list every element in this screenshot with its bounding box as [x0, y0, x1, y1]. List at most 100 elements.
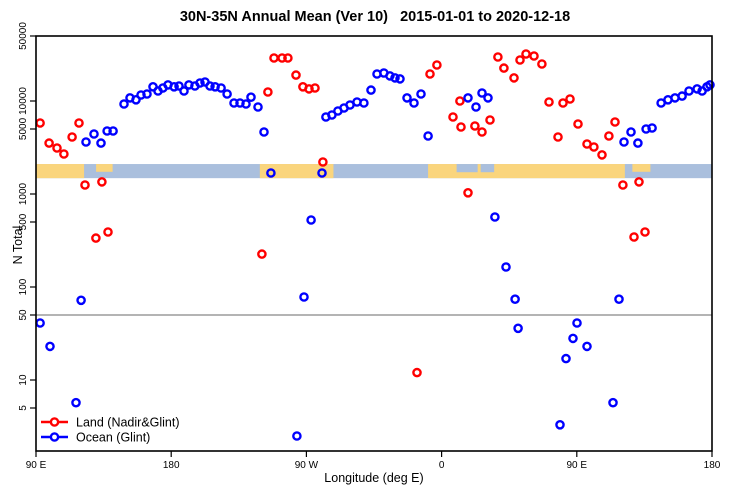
data-point-land: [544, 97, 554, 107]
data-point-land: [35, 118, 45, 128]
data-point-ocean: [253, 102, 263, 112]
x-axis-tick-label: 180: [163, 460, 180, 471]
y-axis-tick-label: 10000: [18, 87, 29, 115]
data-point-ocean: [317, 168, 327, 178]
surface-band-sea-patch: [480, 164, 495, 173]
data-point-land: [537, 59, 547, 69]
y-axis-tick-label: 10: [18, 374, 29, 386]
data-point-ocean: [409, 98, 419, 108]
data-point-ocean: [572, 318, 582, 328]
data-point-land: [456, 122, 466, 132]
data-point-land: [565, 94, 575, 104]
surface-band-land: [259, 164, 334, 179]
data-point-ocean: [385, 71, 395, 81]
data-point-ocean: [89, 129, 99, 139]
data-point-ocean: [705, 80, 715, 90]
legend-label: Land (Nadir&Glint): [76, 416, 180, 430]
data-point-ocean: [205, 81, 215, 91]
data-point-ocean: [483, 93, 493, 103]
data-point-land: [91, 233, 101, 243]
data-point-land: [589, 142, 599, 152]
data-point-land: [425, 69, 435, 79]
data-point-land: [499, 63, 509, 73]
data-point-ocean: [241, 99, 251, 109]
data-point-land: [448, 112, 458, 122]
data-point-land: [463, 187, 473, 198]
y-axis-tick-label: 5000: [18, 117, 29, 140]
x-axis-tick-label: 180: [704, 460, 721, 471]
data-point-ocean: [555, 419, 565, 430]
data-point-ocean: [510, 294, 520, 305]
data-point-ocean: [131, 95, 141, 105]
data-point-land: [573, 119, 583, 129]
data-point-ocean: [614, 294, 624, 305]
data-point-land: [269, 53, 279, 63]
data-point-ocean: [513, 323, 523, 334]
data-point-land: [509, 73, 519, 83]
data-point-land: [291, 70, 301, 80]
data-point-land: [493, 52, 503, 62]
data-point-land: [515, 55, 525, 65]
data-point-land: [610, 117, 620, 127]
data-point-land: [604, 131, 614, 141]
legend-marker: [49, 432, 60, 442]
data-point-ocean: [195, 78, 205, 88]
data-point-land: [59, 149, 69, 159]
data-point-ocean: [169, 82, 179, 92]
x-axis-tick-label: 90 E: [567, 460, 588, 471]
data-point-ocean: [359, 98, 369, 108]
y-axis-tick-label: 5: [18, 405, 29, 411]
data-point-ocean: [395, 74, 405, 84]
data-point-land: [412, 367, 422, 378]
data-point-ocean: [647, 123, 657, 133]
data-point-land: [318, 157, 328, 167]
data-point-land: [67, 132, 77, 142]
x-axis-tick-label: 90 E: [26, 460, 47, 471]
x-axis-label: Longitude (deg E): [324, 471, 424, 485]
data-point-land: [618, 180, 628, 190]
data-point-land: [485, 115, 495, 125]
data-point-land: [640, 227, 650, 237]
y-axis-tick-label: 50000: [18, 22, 29, 50]
surface-band-land-island: [96, 164, 113, 172]
data-point-ocean: [390, 73, 400, 83]
data-point-ocean: [292, 431, 302, 441]
data-point-land: [310, 83, 320, 93]
chart-title: 30N-35N Annual Mean (Ver 10) 2015-01-01 …: [179, 9, 571, 25]
data-point-ocean: [246, 92, 256, 102]
data-point-land: [97, 177, 107, 187]
data-point-land: [283, 53, 293, 63]
data-point-ocean: [222, 89, 232, 99]
y-axis-tick-label: 100: [18, 278, 29, 295]
data-point-ocean: [471, 102, 481, 112]
data-point-ocean: [306, 215, 316, 225]
data-point-land: [521, 49, 531, 59]
surface-band-sea-patch: [456, 164, 478, 173]
legend-label: Ocean (Glint): [76, 431, 150, 445]
data-point-land: [529, 51, 539, 61]
data-point-land: [74, 118, 84, 128]
data-point-land: [477, 127, 487, 137]
data-point-ocean: [626, 127, 636, 137]
data-point-land: [277, 53, 287, 63]
y-axis-tick-label: 50: [18, 309, 29, 321]
data-point-land: [257, 249, 267, 259]
data-point-ocean: [490, 212, 500, 222]
data-point-land: [597, 150, 607, 160]
legend-marker: [49, 417, 60, 427]
data-point-land: [44, 138, 54, 148]
data-point-ocean: [684, 86, 694, 96]
data-point-ocean: [96, 138, 106, 148]
data-point-ocean: [259, 127, 269, 137]
data-point-ocean: [108, 126, 118, 136]
data-point-land: [432, 60, 442, 70]
data-point-land: [470, 121, 480, 131]
x-axis-tick-label: 90 W: [295, 460, 319, 471]
data-point-ocean: [119, 99, 129, 109]
x-axis-tick-label: 0: [439, 460, 445, 471]
data-point-ocean: [501, 262, 511, 272]
y-axis-tick-label: 1000: [18, 182, 29, 205]
data-point-ocean: [677, 91, 687, 101]
